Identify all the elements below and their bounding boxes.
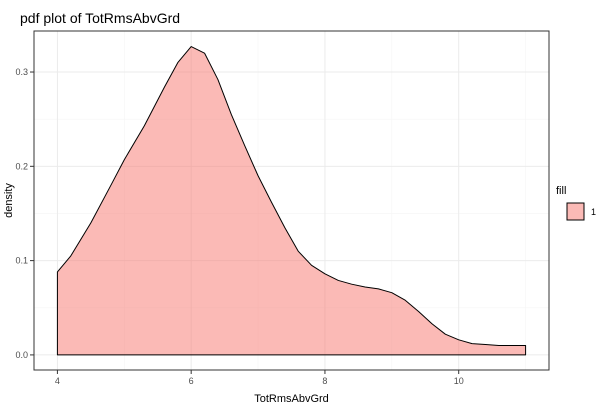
x-tick-label: 6 <box>189 376 194 386</box>
density-area-series-1 <box>56 46 527 356</box>
legend-entry-label: 1 <box>591 207 596 217</box>
y-tick-label: 0.3 <box>15 67 28 77</box>
x-axis-title: TotRmsAbvGrd <box>254 393 329 405</box>
legend: fill 1 <box>556 185 596 221</box>
x-tick-label: 8 <box>322 376 327 386</box>
x-tick-label: 4 <box>55 376 60 386</box>
y-tick-label: 0.2 <box>15 161 28 171</box>
axis-ticks: 4 6 8 10 0.0 0.1 0.2 0.3 <box>15 67 463 386</box>
y-tick-label: 0.0 <box>15 350 28 360</box>
legend-key-swatch <box>566 202 585 221</box>
chart-title: pdf plot of TotRmsAbvGrd <box>20 10 180 26</box>
plot-panel <box>33 30 550 371</box>
legend-title: fill <box>556 185 566 197</box>
x-tick-label: 10 <box>454 376 464 386</box>
y-axis-title: density <box>3 183 15 218</box>
y-tick-label: 0.1 <box>15 256 28 266</box>
density-area-layer <box>56 46 527 356</box>
